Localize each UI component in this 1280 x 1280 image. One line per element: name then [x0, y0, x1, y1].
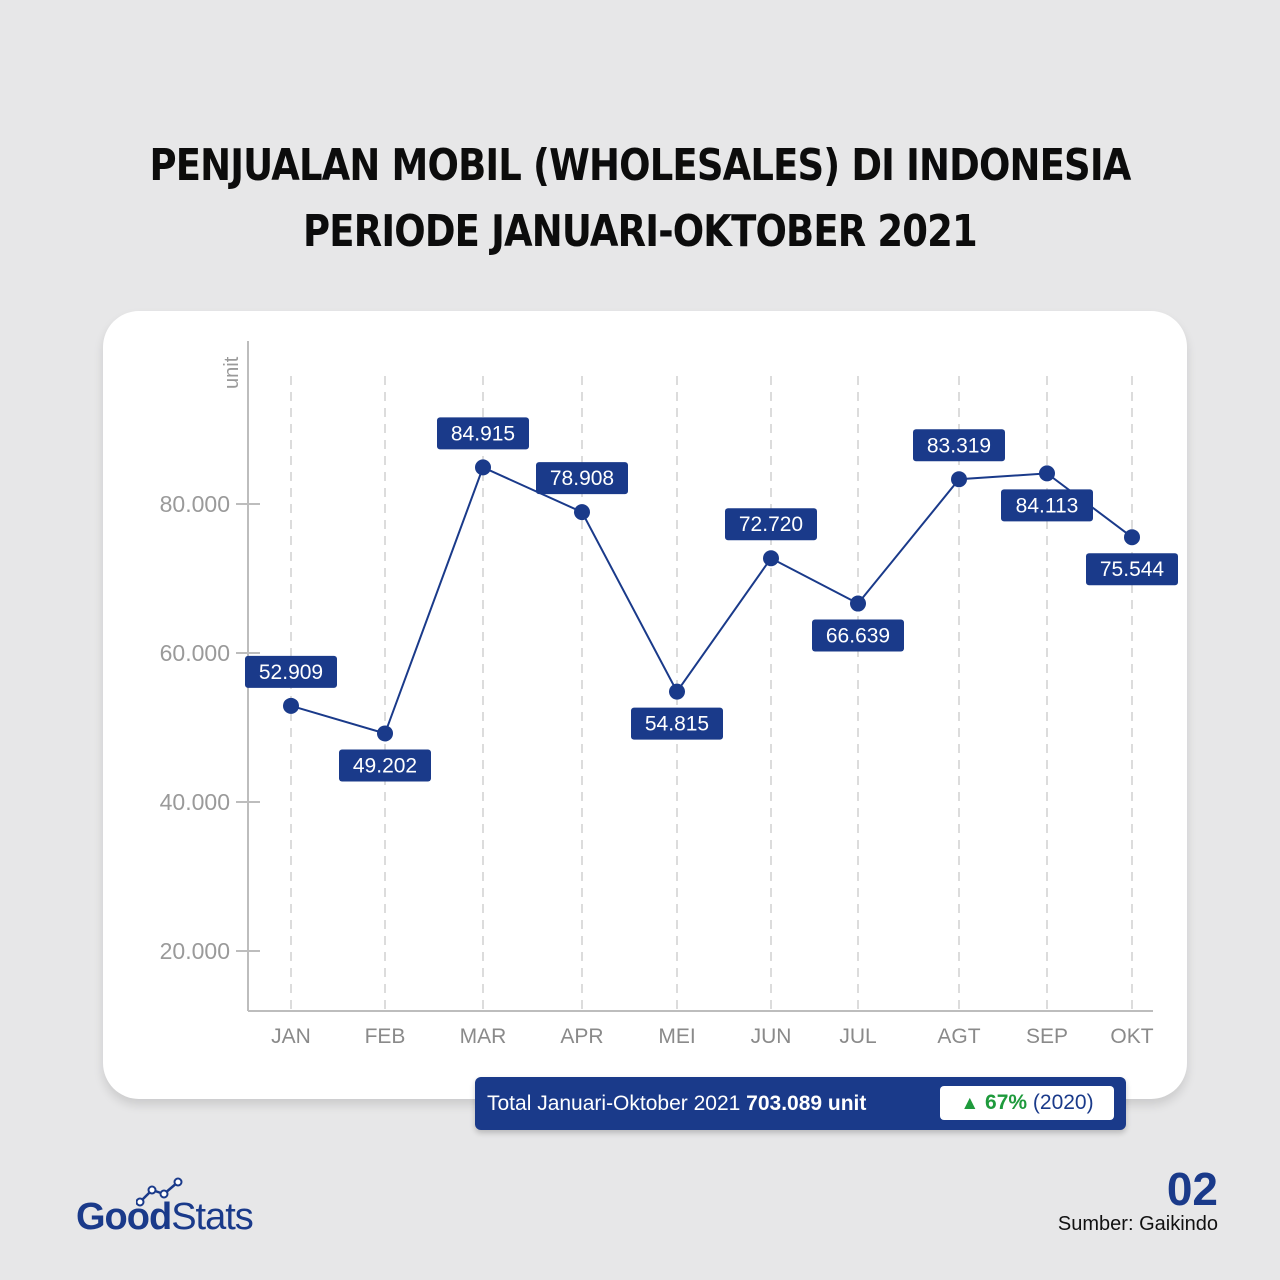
data-label: 83.319: [927, 434, 991, 457]
chart-title-line-2: PERIODE JANUARI-OKTOBER 2021: [303, 206, 978, 257]
data-label: 75.544: [1100, 558, 1165, 581]
x-tick-label: JUL: [839, 1025, 876, 1048]
growth-percent: 67%: [985, 1091, 1028, 1114]
series-line: [290, 466, 1133, 735]
data-label-box: [1086, 553, 1178, 586]
summary-text: Total Januari-Oktober 2021: [487, 1092, 741, 1115]
source-note: Sumber: Gaikindo: [1057, 1213, 1218, 1235]
chart-title-line-1: PENJUALAN MOBIL (WHOLESALES) DI INDONESI…: [149, 140, 1131, 191]
data-label: 78.908: [550, 467, 614, 490]
data-label-box: [913, 429, 1005, 462]
growth-badge: ▲ 67% (2020): [940, 1086, 1114, 1120]
data-label-box: [812, 619, 904, 652]
x-tick-label: FEB: [365, 1025, 406, 1048]
data-label: 84.915: [451, 422, 515, 445]
data-label: 49.202: [353, 754, 417, 777]
x-tick-label: JAN: [271, 1025, 311, 1048]
growth-reference-year: (2020): [1032, 1091, 1094, 1114]
data-label-box: [631, 707, 723, 740]
x-tick-label: MEI: [658, 1025, 695, 1048]
x-tick-label: MAR: [460, 1025, 507, 1048]
data-point: [283, 697, 299, 714]
y-tick-label: 60.000: [160, 640, 230, 666]
y-tick-label: 40.000: [160, 789, 230, 815]
data-point: [669, 683, 685, 700]
y-tick-label: 20.000: [160, 938, 230, 964]
x-tick-label: SEP: [1026, 1025, 1068, 1048]
data-label: 54.815: [645, 713, 709, 736]
data-label-box: [1001, 489, 1093, 522]
data-point: [763, 550, 779, 567]
y-axis-label: unit: [221, 356, 243, 389]
up-arrow-icon: ▲: [960, 1093, 980, 1114]
data-label-box: [339, 749, 431, 782]
data-point: [377, 725, 393, 742]
data-point: [1124, 529, 1140, 546]
data-label: 84.113: [1016, 494, 1079, 517]
logo-stats: Stats: [171, 1196, 254, 1238]
y-tick-label: 80.000: [160, 491, 230, 517]
data-point: [850, 595, 866, 612]
data-label-box: [245, 655, 337, 688]
data-point: [574, 504, 590, 521]
summary-total: 703.089 unit: [746, 1092, 867, 1115]
logo-graph-icon: [136, 1177, 183, 1207]
x-tick-label: OKT: [1110, 1025, 1153, 1048]
data-label-box: [437, 417, 529, 450]
data-point: [951, 471, 967, 488]
data-label-box: [725, 508, 817, 541]
page-number: 02: [1166, 1163, 1218, 1215]
data-label-box: [536, 462, 628, 495]
data-label: 52.909: [259, 661, 323, 684]
data-label: 72.720: [739, 513, 803, 536]
data-point: [475, 459, 491, 476]
summary-banner: Total Januari-Oktober 2021 703.089 unit …: [475, 1077, 1126, 1130]
logo-good: Good: [76, 1196, 172, 1238]
data-point: [1039, 465, 1055, 482]
data-label: 66.639: [826, 625, 890, 648]
goodstats-logo: GoodStats: [76, 1196, 254, 1239]
x-tick-label: JUN: [751, 1025, 792, 1048]
x-tick-label: APR: [560, 1025, 603, 1048]
x-tick-label: AGT: [937, 1025, 980, 1048]
